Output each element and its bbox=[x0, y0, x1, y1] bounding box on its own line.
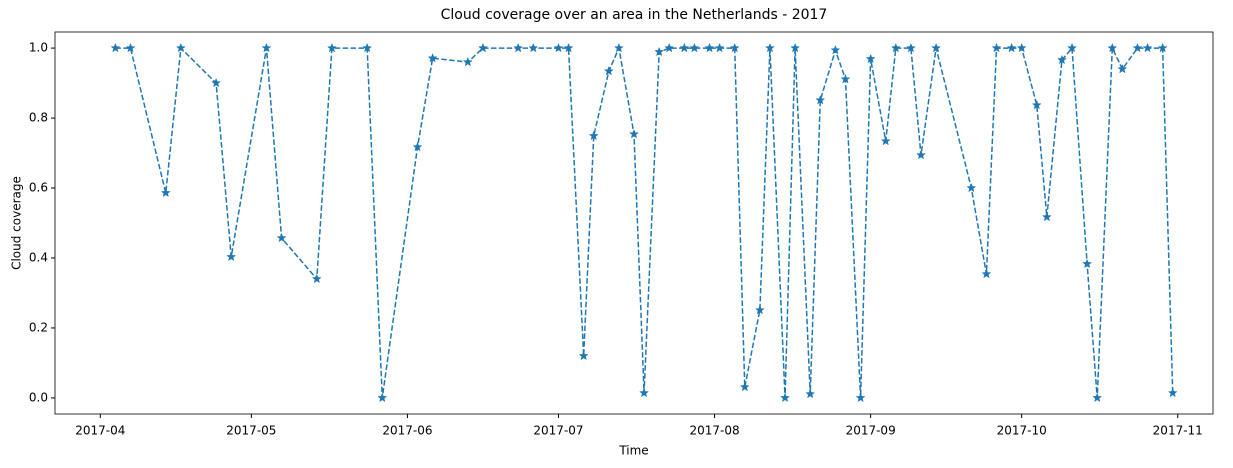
data-point bbox=[966, 182, 977, 193]
data-point bbox=[603, 65, 614, 76]
y-axis-label: Cloud coverage bbox=[10, 176, 24, 270]
data-point bbox=[513, 42, 524, 53]
data-point bbox=[764, 42, 775, 53]
data-point bbox=[1107, 42, 1118, 53]
data-point bbox=[1016, 42, 1027, 53]
chart-title: Cloud coverage over an area in the Nethe… bbox=[441, 7, 828, 23]
data-point bbox=[664, 42, 675, 53]
y-tick-label: 0.8 bbox=[29, 111, 48, 125]
data-point bbox=[815, 94, 826, 105]
x-tick-label: 2017-09 bbox=[846, 424, 896, 438]
data-point bbox=[916, 149, 926, 160]
data-point bbox=[704, 42, 715, 53]
data-point bbox=[1082, 258, 1093, 269]
data-point bbox=[1092, 392, 1103, 403]
data-point bbox=[855, 392, 866, 403]
data-point bbox=[326, 42, 337, 53]
x-tick-label: 2017-05 bbox=[226, 424, 276, 438]
data-point bbox=[226, 251, 237, 262]
data-point bbox=[1132, 42, 1143, 53]
data-point bbox=[729, 42, 740, 53]
x-tick-label: 2017-06 bbox=[382, 424, 432, 438]
data-point bbox=[981, 268, 992, 279]
data-point bbox=[578, 350, 589, 361]
data-point bbox=[629, 128, 639, 139]
data-point bbox=[276, 232, 287, 243]
data-point bbox=[462, 56, 473, 67]
x-tick-label: 2017-10 bbox=[997, 424, 1047, 438]
data-point bbox=[160, 187, 171, 198]
data-point bbox=[1006, 42, 1017, 53]
x-axis-label: Time bbox=[618, 444, 648, 458]
y-tick-label: 0.4 bbox=[29, 250, 48, 264]
data-point bbox=[563, 42, 574, 53]
data-point bbox=[679, 42, 690, 53]
data-point bbox=[805, 388, 816, 399]
y-tick-label: 0.2 bbox=[29, 320, 48, 334]
data-point bbox=[739, 381, 750, 392]
data-point bbox=[613, 42, 624, 53]
data-line bbox=[115, 45, 1174, 399]
data-point bbox=[991, 42, 1002, 53]
data-point bbox=[880, 135, 891, 146]
data-point bbox=[110, 42, 121, 53]
data-point bbox=[478, 42, 488, 53]
y-tick-label: 0.0 bbox=[29, 390, 48, 404]
x-tick-label: 2017-07 bbox=[533, 424, 583, 438]
data-point bbox=[1142, 42, 1153, 53]
data-point bbox=[840, 74, 851, 84]
data-point bbox=[1057, 54, 1067, 65]
data-point bbox=[528, 42, 539, 53]
plot-frame bbox=[54, 31, 1214, 415]
data-point bbox=[905, 42, 916, 53]
data-point bbox=[175, 42, 186, 53]
data-point bbox=[261, 42, 272, 53]
data-point bbox=[780, 392, 790, 403]
data-point bbox=[639, 387, 650, 398]
x-tick-label: 2017-04 bbox=[75, 424, 125, 438]
data-point bbox=[1067, 42, 1077, 53]
y-tick-label: 1.0 bbox=[29, 41, 48, 55]
data-point bbox=[754, 304, 765, 315]
data-point bbox=[1117, 63, 1128, 74]
data-point bbox=[427, 53, 438, 63]
data-point bbox=[125, 42, 136, 53]
data-point bbox=[1167, 387, 1178, 398]
data-point bbox=[588, 130, 599, 141]
x-tick-label: 2017-08 bbox=[689, 424, 739, 438]
y-tick-label: 0.6 bbox=[29, 181, 48, 195]
data-point bbox=[311, 273, 322, 284]
data-point bbox=[865, 53, 876, 64]
data-point bbox=[790, 42, 801, 53]
data-point bbox=[362, 42, 373, 53]
data-point bbox=[890, 42, 901, 53]
data-point bbox=[377, 392, 388, 403]
data-point bbox=[1041, 211, 1052, 222]
data-point bbox=[412, 141, 423, 152]
data-point bbox=[1031, 99, 1042, 110]
data-point bbox=[553, 42, 564, 53]
data-point bbox=[654, 46, 665, 57]
data-point bbox=[211, 77, 222, 88]
x-tick-label: 2017-11 bbox=[1153, 424, 1203, 438]
data-point bbox=[689, 42, 700, 53]
data-point bbox=[931, 42, 942, 53]
data-point bbox=[830, 44, 841, 55]
data-point bbox=[1157, 42, 1168, 53]
data-point bbox=[714, 42, 725, 53]
